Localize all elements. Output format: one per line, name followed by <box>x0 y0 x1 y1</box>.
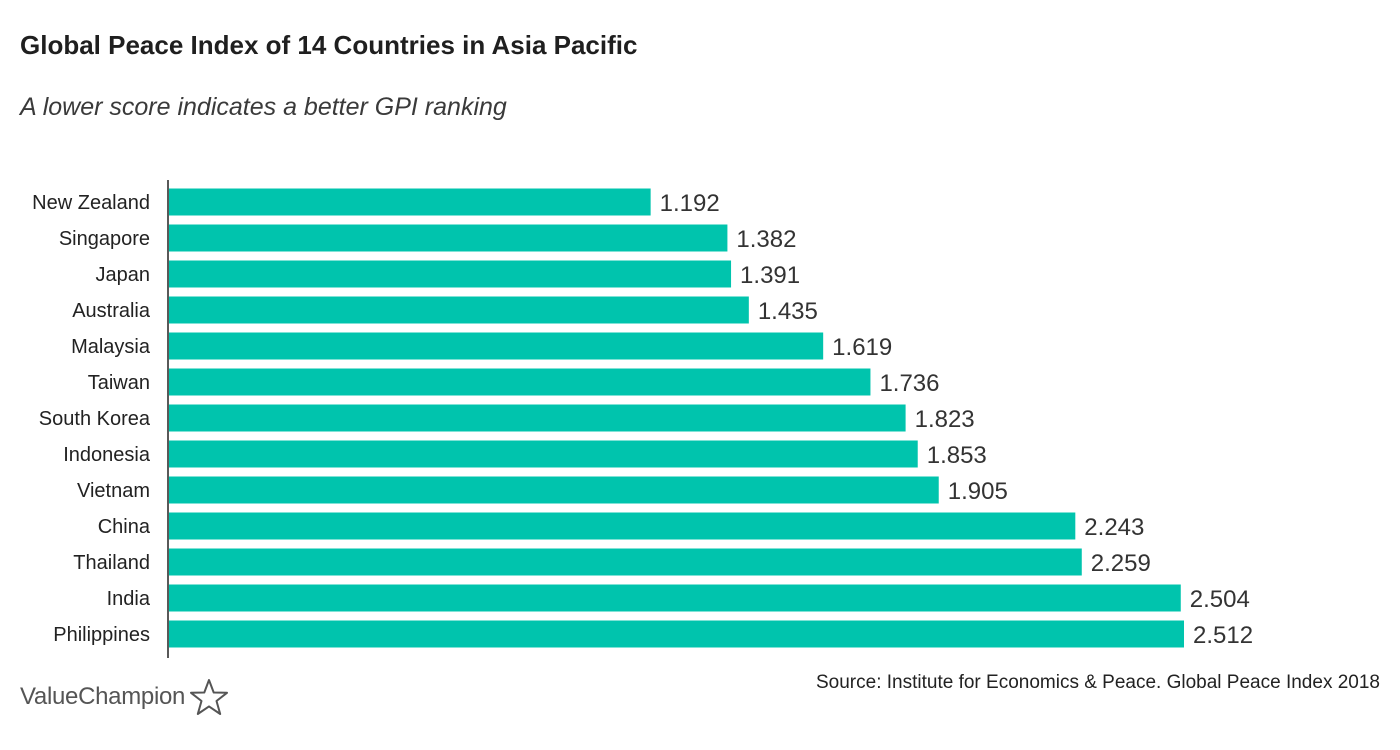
bar-singapore <box>169 224 728 252</box>
bar-china <box>169 512 1076 540</box>
category-label: Japan <box>96 264 151 286</box>
star-outline-icon <box>190 679 229 715</box>
bar-japan <box>169 260 732 288</box>
bar-taiwan <box>169 368 871 396</box>
category-label: Malaysia <box>71 336 151 358</box>
value-label: 1.192 <box>660 190 720 217</box>
value-label: 1.736 <box>879 370 939 397</box>
value-label: 2.259 <box>1091 550 1151 577</box>
category-label: Australia <box>72 300 151 322</box>
value-label: 1.823 <box>915 406 975 433</box>
bar-malaysia <box>169 332 824 360</box>
bar-thailand <box>169 548 1082 576</box>
value-label: 2.504 <box>1190 586 1250 613</box>
bar-indonesia <box>169 440 918 468</box>
chart-subtitle: A lower score indicates a better GPI ran… <box>20 93 507 121</box>
value-label: 2.243 <box>1084 514 1144 541</box>
chart-title: Global Peace Index of 14 Countries in As… <box>20 30 638 60</box>
category-label: South Korea <box>39 408 151 430</box>
bar-new-zealand <box>169 188 651 216</box>
value-label: 1.435 <box>758 298 818 325</box>
value-label: 1.382 <box>736 226 796 253</box>
bar-south-korea <box>169 404 906 432</box>
category-label: Singapore <box>59 228 150 250</box>
bar-vietnam <box>169 476 939 504</box>
brand-logo: ValueChampion <box>20 678 229 716</box>
category-label: Taiwan <box>88 372 150 394</box>
value-label: 1.391 <box>740 262 800 289</box>
value-label: 2.512 <box>1193 622 1253 649</box>
category-label: India <box>107 588 151 610</box>
bar-australia <box>169 296 749 324</box>
source-note: Source: Institute for Economics & Peace.… <box>816 672 1380 693</box>
category-label: New Zealand <box>32 192 150 214</box>
value-label: 1.905 <box>948 478 1008 505</box>
value-label: 1.619 <box>832 334 892 361</box>
category-label: Indonesia <box>63 444 151 466</box>
category-label: Vietnam <box>77 480 150 502</box>
category-label: Philippines <box>53 624 150 646</box>
category-label: Thailand <box>73 552 150 574</box>
value-label: 1.853 <box>927 442 987 469</box>
category-label: China <box>98 516 151 538</box>
logo-text: ValueChampion <box>20 683 186 710</box>
bar-india <box>169 584 1181 612</box>
bar-philippines <box>169 620 1184 648</box>
